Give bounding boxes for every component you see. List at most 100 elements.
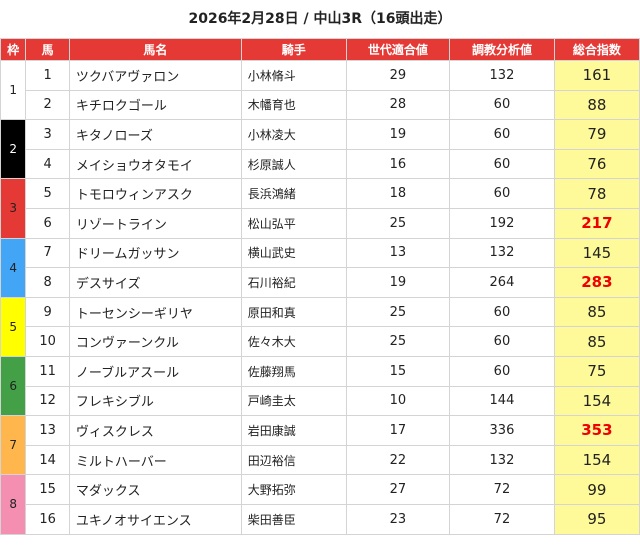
horse-number: 9 <box>25 296 70 328</box>
chokyo-value: 60 <box>449 119 555 150</box>
chokyo-value: 60 <box>449 178 555 209</box>
sedai-value: 18 <box>345 178 451 209</box>
chokyo-value: 60 <box>449 326 555 357</box>
table-body: 1 1 ツクバアヴァロン 小林脩斗 29 132 161 2 キチロクゴール 木幡育也 28 60 88… <box>0 59 640 535</box>
sedai-value: 25 <box>345 326 451 357</box>
jockey-name: 田辺裕信 <box>240 444 347 476</box>
sedai-value: 19 <box>345 119 451 150</box>
horse-name: ミルトハーバー <box>68 444 242 476</box>
table-row: 7 13 ヴィスクレス 岩田康誠 17 336 353 <box>0 415 640 476</box>
sedai-value: 25 <box>345 296 451 328</box>
total-index: 76 <box>553 148 640 180</box>
sedai-value: 15 <box>345 355 451 387</box>
total-index: 85 <box>553 296 640 328</box>
header-total: 総合指数 <box>553 38 640 61</box>
waku-cell: 5 <box>0 296 27 357</box>
header-jockey: 騎手 <box>240 38 347 61</box>
header-sedai: 世代適合値 <box>345 38 451 61</box>
table-row: 6 11 ノーブルアスール 佐藤翔馬 15 60 75 <box>0 355 640 417</box>
total-index: 353 <box>553 415 640 446</box>
horse-number: 11 <box>25 355 70 387</box>
total-index: 75 <box>553 355 640 387</box>
table-row: 8 デスサイズ 石川裕紀 19 264 283 <box>1 267 640 298</box>
waku-cell: 6 <box>0 355 27 417</box>
waku-cell: 8 <box>0 474 27 535</box>
sedai-value: 10 <box>345 385 451 417</box>
sedai-value: 16 <box>345 148 451 180</box>
table-header-row: 枠 馬 馬名 騎手 世代適合値 調教分析値 総合指数 <box>0 38 640 61</box>
waku-cell: 2 <box>0 119 27 180</box>
table-row: 12 フレキシブル 戸崎圭太 10 144 154 <box>1 385 640 417</box>
horse-name: デスサイズ <box>68 267 242 298</box>
table-row: 10 コンヴァーンクル 佐々木大 25 60 85 <box>1 326 640 357</box>
horse-name: マダックス <box>68 474 242 505</box>
table-row: 2 3 キタノローズ 小林凌大 19 60 79 <box>0 119 640 180</box>
header-chokyo: 調教分析値 <box>449 38 555 61</box>
horse-number: 12 <box>25 385 70 417</box>
table-row: 6 リゾートライン 松山弘平 25 192 217 <box>1 207 640 239</box>
horse-number: 6 <box>25 207 70 239</box>
horse-number: 14 <box>25 444 70 476</box>
total-index: 154 <box>553 444 640 476</box>
horse-number: 3 <box>25 119 70 150</box>
total-index: 85 <box>553 326 640 357</box>
table-row: 4 メイショウオタモイ 杉原誠人 16 60 76 <box>1 148 640 180</box>
table-row: 16 ユキノオサイエンス 柴田善臣 23 72 95 <box>1 503 640 535</box>
chokyo-value: 264 <box>449 267 555 298</box>
chokyo-value: 72 <box>449 503 555 535</box>
horse-number: 15 <box>25 474 70 505</box>
header-horse-name: 馬名 <box>68 38 242 61</box>
jockey-name: 柴田善臣 <box>240 503 347 535</box>
waku-cell: 1 <box>0 59 27 121</box>
table-row: 14 ミルトハーバー 田辺裕信 22 132 154 <box>1 444 640 476</box>
horse-name: ノーブルアスール <box>68 355 242 387</box>
total-index: 145 <box>553 237 640 269</box>
horse-name: フレキシブル <box>68 385 242 417</box>
horse-name: ドリームガッサン <box>68 237 242 269</box>
jockey-name: 原田和真 <box>240 296 347 328</box>
horse-number: 4 <box>25 148 70 180</box>
chokyo-value: 132 <box>449 444 555 476</box>
header-uma: 馬 <box>25 38 70 61</box>
total-index: 99 <box>553 474 640 505</box>
jockey-name: 長浜鴻緒 <box>240 178 347 209</box>
sedai-value: 17 <box>345 415 451 446</box>
chokyo-value: 60 <box>449 296 555 328</box>
sedai-value: 19 <box>345 267 451 298</box>
total-index: 78 <box>553 178 640 209</box>
horse-number: 7 <box>25 237 70 269</box>
table-row: 4 7 ドリームガッサン 横山武史 13 132 145 <box>0 237 640 298</box>
horse-name: トモロウィンアスク <box>68 178 242 209</box>
waku-cell: 4 <box>0 237 27 298</box>
table-row: 2 キチロクゴール 木幡育也 28 60 88 <box>1 89 640 121</box>
sedai-value: 25 <box>345 207 451 239</box>
total-index: 79 <box>553 119 640 150</box>
horse-number: 2 <box>25 89 70 121</box>
horse-name: キチロクゴール <box>68 89 242 121</box>
jockey-name: 岩田康誠 <box>240 415 347 446</box>
jockey-name: 小林脩斗 <box>240 60 347 91</box>
jockey-name: 戸崎圭太 <box>240 385 347 417</box>
jockey-name: 木幡育也 <box>240 89 347 121</box>
jockey-name: 佐藤翔馬 <box>240 355 347 387</box>
header-waku: 枠 <box>0 38 27 61</box>
horse-name: コンヴァーンクル <box>68 326 242 357</box>
sedai-value: 29 <box>345 60 451 91</box>
jockey-name: 石川裕紀 <box>240 267 347 298</box>
race-index-table: 枠 馬 馬名 騎手 世代適合値 調教分析値 総合指数 1 1 ツクバアヴァロン 小林脩… <box>0 38 640 535</box>
jockey-name: 杉原誠人 <box>240 148 347 180</box>
waku-cell: 7 <box>0 415 27 476</box>
horse-name: トーセンシーギリヤ <box>68 296 242 328</box>
jockey-name: 横山武史 <box>240 237 347 269</box>
sedai-value: 13 <box>345 237 451 269</box>
sedai-value: 28 <box>345 89 451 121</box>
horse-name: メイショウオタモイ <box>68 148 242 180</box>
horse-number: 8 <box>25 267 70 298</box>
chokyo-value: 144 <box>449 385 555 417</box>
horse-name: ユキノオサイエンス <box>68 503 242 535</box>
total-index: 95 <box>553 503 640 535</box>
table-row: 8 15 マダックス 大野拓弥 27 72 99 <box>0 474 640 535</box>
table-row: 3 5 トモロウィンアスク 長浜鴻緒 18 60 78 <box>0 178 640 239</box>
horse-name: キタノローズ <box>68 119 242 150</box>
jockey-name: 大野拓弥 <box>240 474 347 505</box>
